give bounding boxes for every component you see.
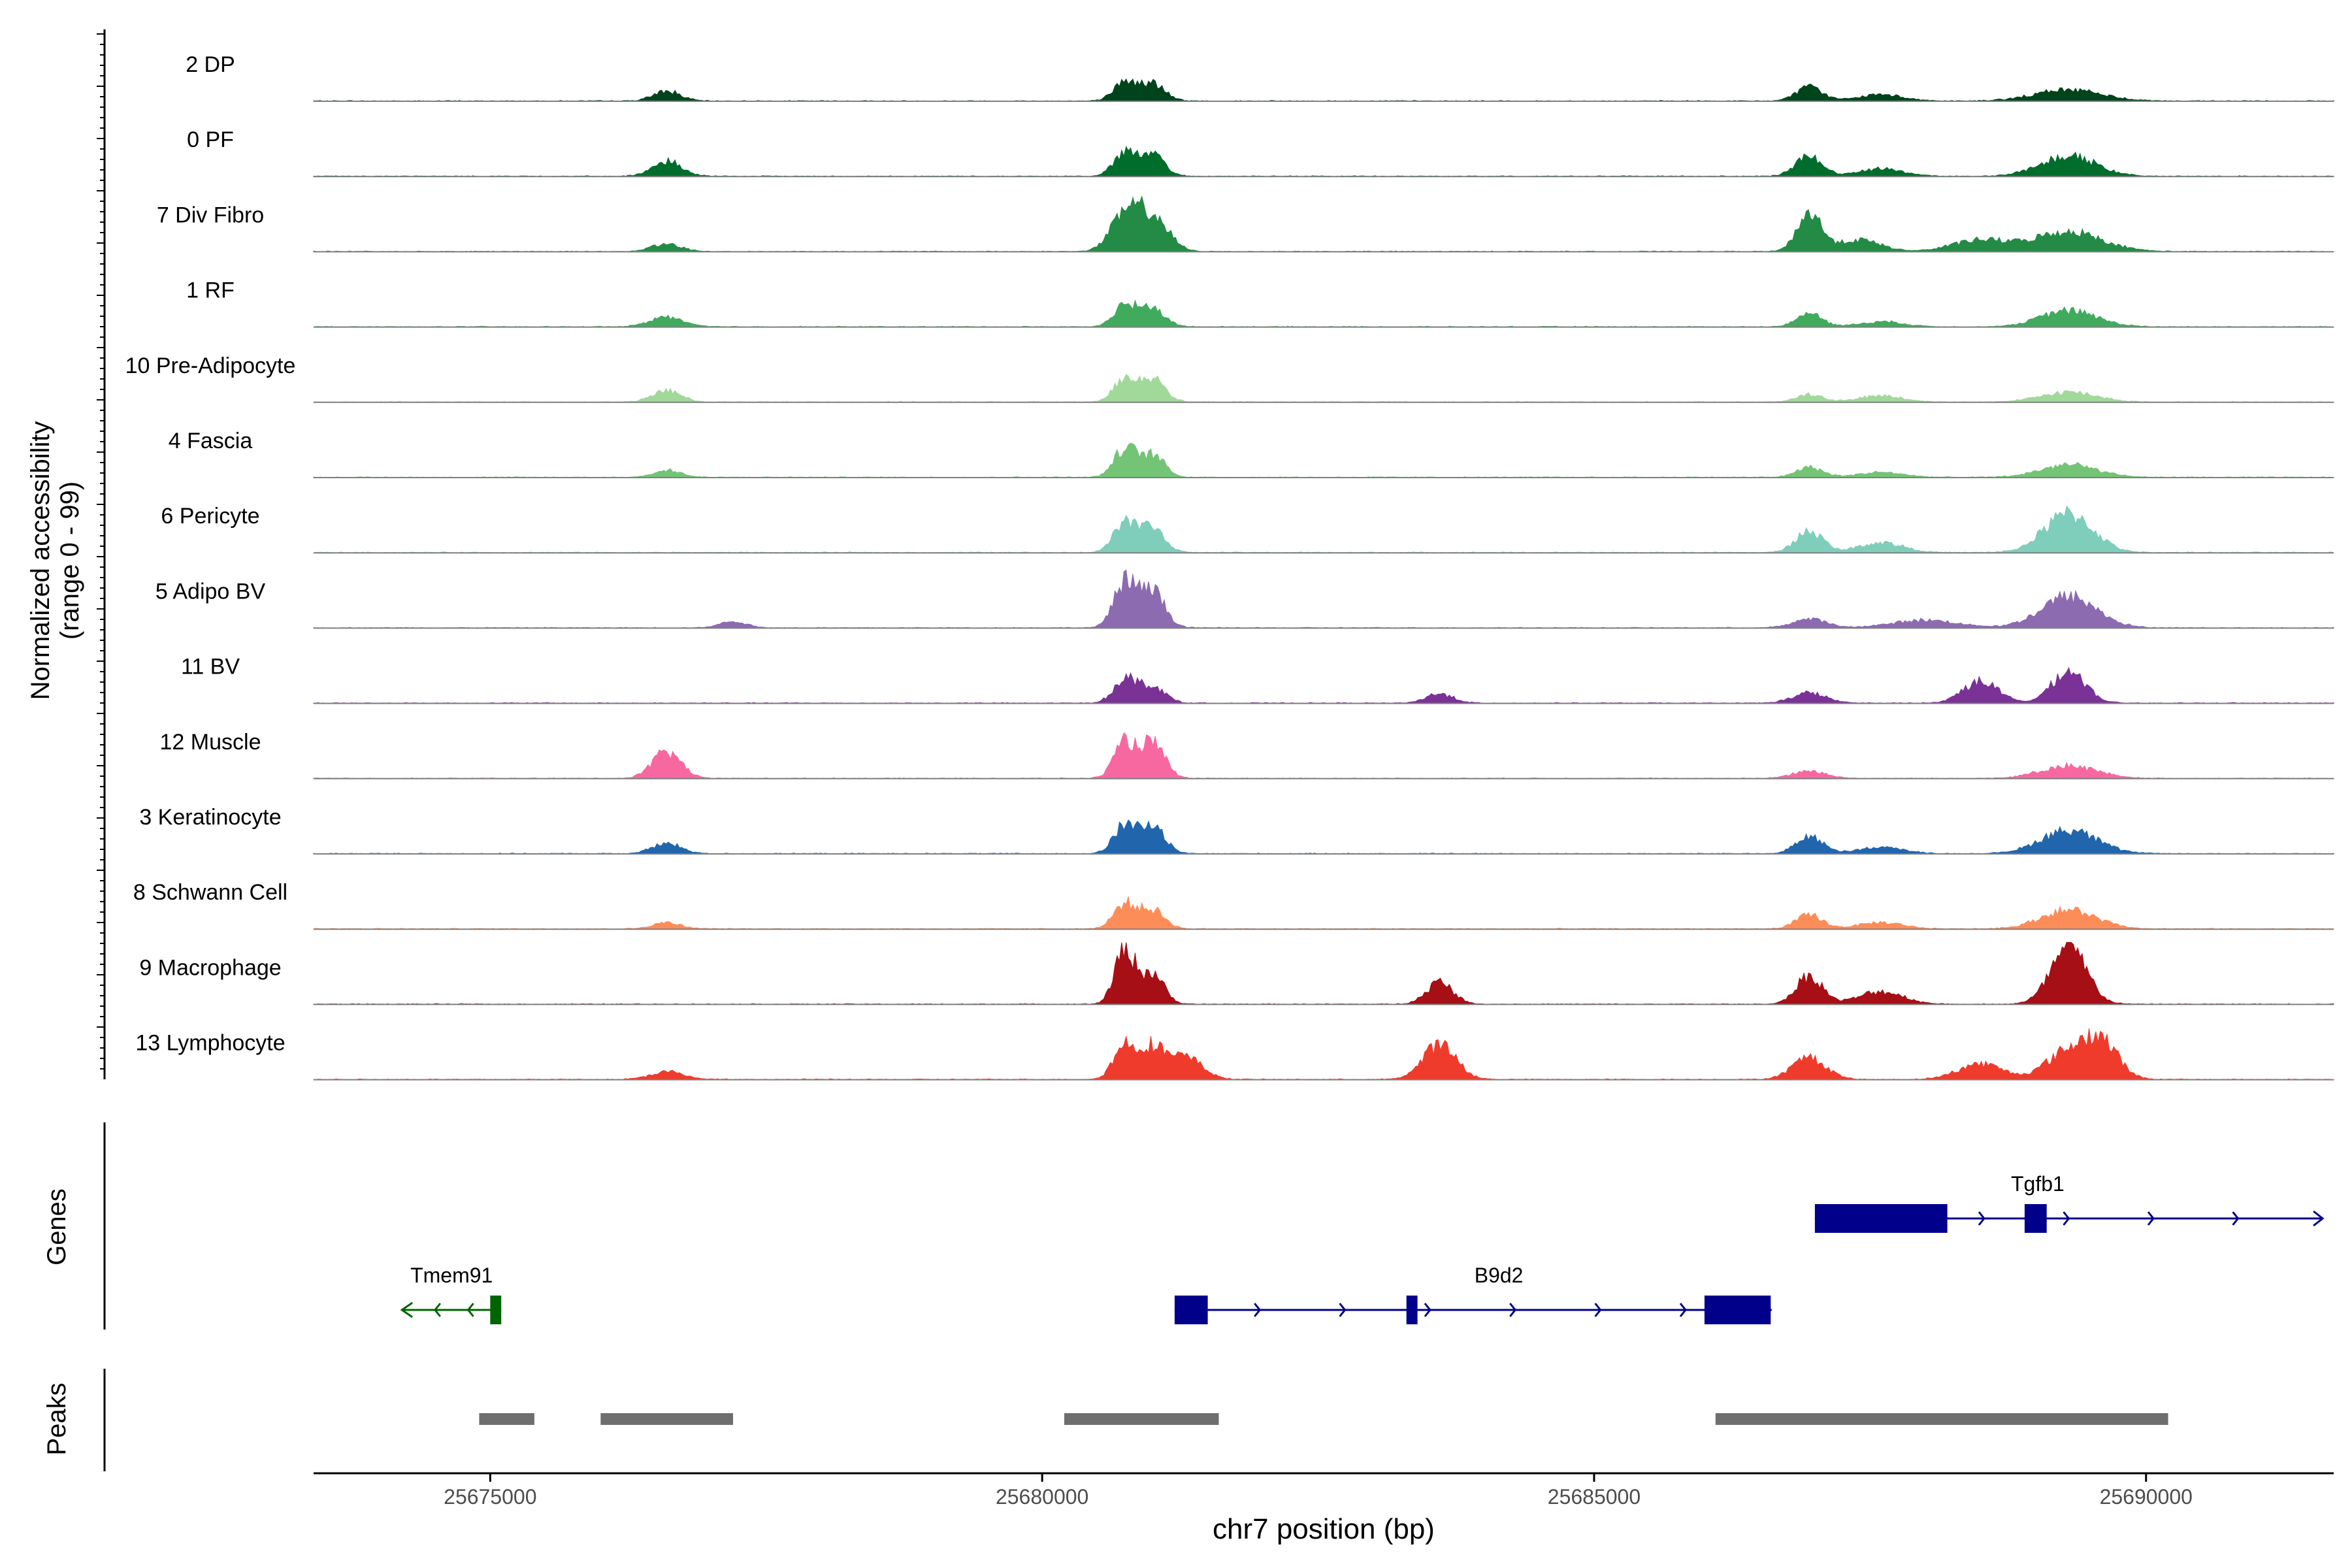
gene-label: Tmem91 [410,1264,493,1287]
x-axis-title: chr7 position (bp) [1213,1513,1435,1545]
coverage-track: 6 Pericyte [161,504,2334,554]
gene-strand-arrow [1978,1211,1985,1226]
gene-strand-arrow [2147,1211,2155,1226]
coverage-track: 0 PF [187,127,2334,178]
gene-exon [490,1296,502,1324]
gene-models: Tmem91 B9d2 Tgfb1 [400,1172,2325,1324]
x-tick-label: 25675000 [444,1485,536,1509]
coverage-track: 3 Keratinocyte [139,805,2334,855]
gene-strand-arrow [433,1303,442,1317]
track-label: 10 Pre-Adipocyte [125,353,296,378]
track-label: 5 Adipo BV [155,579,266,604]
coverage-track: 8 Schwann Cell [133,880,2334,930]
gene-label: Tgfb1 [2011,1172,2065,1196]
track-label: 6 Pericyte [161,504,259,529]
y-axis-title-line2: (range 0 - 99) [56,482,84,640]
gene-exon [1814,1204,1948,1233]
gene-strand-arrow [1424,1303,1431,1317]
gene-exon [1174,1296,1208,1324]
track-label: 0 PF [187,127,234,152]
peak-bars [479,1413,2168,1425]
coverage-track: 2 DP [186,52,2334,102]
track-label: 3 Keratinocyte [139,805,281,830]
gene-model: Tmem91 [400,1264,502,1324]
gene-model: Tgfb1 [1814,1172,2325,1233]
y-axis-title: Normalized accessibility (range 0 - 99) [26,421,84,700]
gene-exon [1406,1296,1418,1324]
track-label: 8 Schwann Cell [133,880,287,905]
gene-label: B9d2 [1475,1264,1524,1287]
gene-strand-arrow [466,1303,474,1317]
coverage-track: 7 Div Fibro [157,195,2334,253]
track-label: 11 BV [181,655,240,679]
gene-strand-arrow [1594,1303,1602,1317]
gene-strand-arrow [2063,1211,2070,1226]
peaks-panel-label: Peaks [42,1382,71,1455]
gene-model: B9d2 [1174,1264,1772,1324]
peak-bar [1064,1413,1219,1425]
track-label: 7 Div Fibro [157,203,264,227]
coverage-track: 10 Pre-Adipocyte [125,353,2334,403]
peak-bar [600,1413,734,1425]
coverage-track: 11 BV [181,655,2334,704]
gene-strand-arrow [1339,1303,1347,1317]
peak-bar [1715,1413,2168,1425]
track-label: 9 Macrophage [139,955,281,980]
x-tick-label: 25680000 [996,1485,1088,1509]
y-axis-title-line1: Normalized accessibility [26,421,55,700]
track-label: 12 Muscle [160,730,261,755]
track-label: 1 RF [186,278,235,303]
coverage-track: 9 Macrophage [139,941,2334,1005]
gene-strand-arrow [1509,1303,1517,1317]
gene-exon [1704,1296,1771,1324]
x-axis: chr7 position (bp) 25675000 25680000 25685… [314,1472,2334,1545]
gene-strand-arrow [1254,1303,1262,1317]
peak-bar [479,1413,534,1425]
track-label: 2 DP [186,52,235,77]
x-tick-label: 25690000 [2100,1485,2193,1509]
coverage-track: 5 Adipo BV [155,569,2334,629]
gene-end-arrow [2313,1210,2325,1227]
track-label: 4 Fascia [169,429,253,453]
gene-end-arrow [400,1301,414,1318]
coverage-track: 12 Muscle [160,730,2334,779]
peaks-panel: Peaks [42,1369,2168,1471]
coverage-axis [97,29,106,1079]
coverage-track: 13 Lymphocyte [135,1028,2334,1081]
genes-panel: Genes Tmem91 B9d2 Tgfb1 [42,1122,2325,1330]
coverage-tracks: 2 DP 0 PF 7 Div Fibro 1 RF 10 Pre-Adipocyte 4… [125,52,2334,1081]
coverage-track: 1 RF [186,278,2334,328]
x-tick-label: 25685000 [1548,1485,1641,1509]
track-label: 13 Lymphocyte [135,1031,285,1056]
gene-exon [2024,1204,2047,1233]
coverage-track: 4 Fascia [169,429,2334,478]
genes-panel-label: Genes [42,1188,71,1266]
gene-strand-arrow [2232,1211,2240,1226]
gene-strand-arrow [1679,1303,1687,1317]
